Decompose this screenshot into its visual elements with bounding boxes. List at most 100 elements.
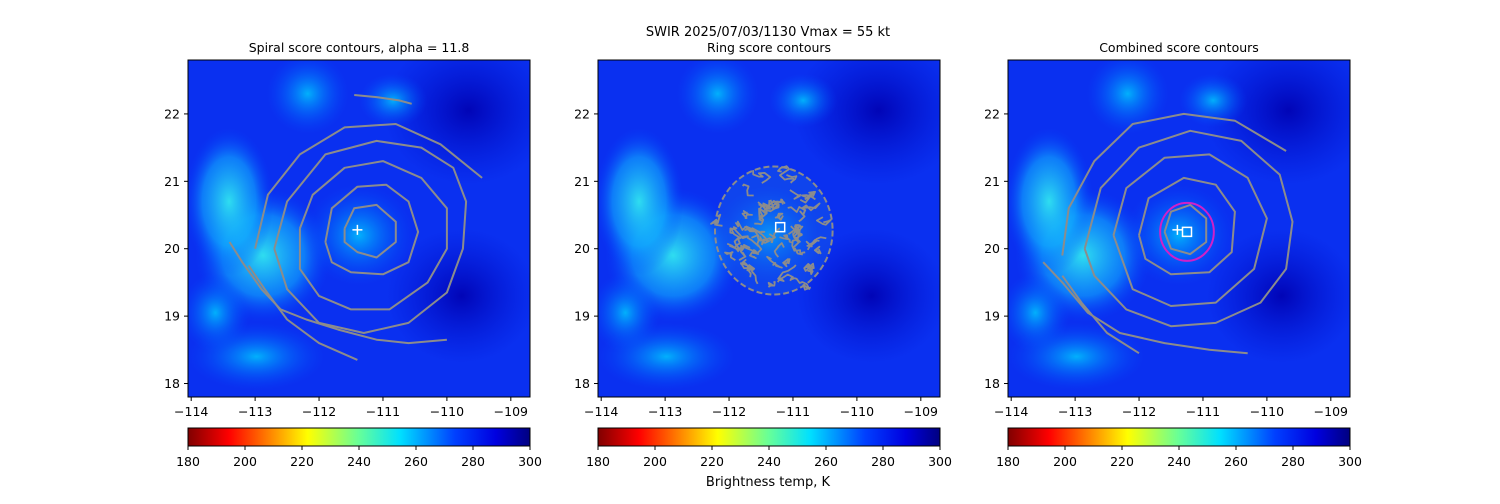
contour-line — [807, 262, 815, 275]
contour-line — [741, 210, 753, 219]
x-tick-label: −112 — [712, 404, 746, 419]
contour-line — [805, 240, 814, 251]
y-tick-label: 21 — [574, 174, 590, 189]
y-tick-label: 21 — [164, 174, 180, 189]
y-tick-label: 18 — [164, 376, 180, 391]
center-square-marker — [1181, 226, 1193, 238]
contour-line — [343, 203, 397, 259]
x-tick-label: −113 — [648, 404, 682, 419]
contour-line — [713, 165, 834, 296]
x-tick-label: −113 — [238, 404, 272, 419]
y-tick-label: 21 — [984, 174, 1000, 189]
colorbar-tick-label: 260 — [404, 454, 428, 469]
contour-line — [1083, 129, 1294, 328]
contour-line — [1061, 112, 1287, 256]
y-tick-label: 19 — [164, 309, 180, 324]
axes-frame — [597, 59, 941, 398]
contour-line — [813, 245, 822, 255]
overlays — [228, 94, 483, 361]
axes-frame — [1007, 59, 1351, 398]
suptitle: SWIR 2025/07/03/1130 Vmax = 55 kt — [646, 25, 890, 40]
x-tick-label: −111 — [1186, 404, 1220, 419]
colorbar: 180 200 220 240 260 280 300 — [586, 427, 952, 469]
contour-line — [1042, 261, 1248, 355]
overlays — [1042, 112, 1294, 355]
y-tick-label: 20 — [164, 241, 180, 256]
panel-combined: Combined score contours −114 −113 −112 −111 −… — [984, 40, 1362, 469]
panel-title: Combined score contours — [1099, 40, 1259, 55]
x-tick-label: −109 — [1314, 404, 1348, 419]
contour-line — [710, 213, 723, 227]
satellite-image — [598, 60, 940, 397]
x-tick-label: −112 — [1122, 404, 1156, 419]
x-tick-label: −113 — [1058, 404, 1092, 419]
contour-line — [789, 189, 802, 200]
y-tick-label: 19 — [984, 309, 1000, 324]
contour-line — [734, 229, 760, 247]
contour-line — [1061, 275, 1140, 355]
center-cross-marker — [1172, 224, 1183, 235]
contour-line — [790, 277, 812, 291]
colorbar-tick-label: 220 — [1110, 454, 1134, 469]
contour-line — [757, 201, 767, 215]
contour-line — [228, 241, 447, 345]
contour-line — [773, 242, 785, 258]
x-tick-label: −112 — [302, 404, 336, 419]
contour-line — [738, 244, 751, 261]
y-tick-label: 20 — [984, 241, 1000, 256]
overlays — [710, 165, 834, 296]
contour-line — [1138, 176, 1236, 276]
contour-line — [779, 234, 793, 244]
x-tick-label: −109 — [904, 404, 938, 419]
y-tick-label: 22 — [164, 106, 180, 121]
y-tick-label: 22 — [574, 106, 590, 121]
satellite-image — [188, 60, 530, 397]
contour-line — [354, 94, 412, 105]
y-tick-label: 20 — [574, 241, 590, 256]
contour-line — [810, 236, 827, 247]
colorbar-tick-label: 200 — [1053, 454, 1077, 469]
panel-ring: Ring score contours −114 −113 −112 −111 −110 −… — [574, 40, 952, 469]
panel-title: Spiral score contours, alpha = 11.8 — [249, 40, 470, 55]
colorbar-tick-label: 300 — [1338, 454, 1362, 469]
y-tick-label: 18 — [984, 376, 1000, 391]
contour-line — [787, 224, 802, 239]
contour-line — [816, 216, 832, 226]
colorbar-tick-label: 240 — [1167, 454, 1191, 469]
contour-line — [786, 174, 798, 184]
center-square-marker — [774, 221, 786, 233]
contour-line — [791, 239, 803, 256]
contour-line — [777, 165, 795, 181]
x-tick-label: −109 — [494, 404, 528, 419]
contour-line — [247, 265, 358, 361]
x-tick-label: −111 — [776, 404, 810, 419]
colorbar-tick-label: 200 — [643, 454, 667, 469]
colorbar-tick-label: 280 — [461, 454, 485, 469]
contour-line — [758, 236, 770, 246]
contour-line — [254, 123, 483, 249]
x-tick-label: −114 — [584, 404, 618, 419]
colorbar-tick-label: 180 — [586, 454, 610, 469]
x-tick-label: −110 — [1250, 404, 1284, 419]
colorbar-tick-label: 280 — [871, 454, 895, 469]
colorbar: 180 200 220 240 260 280 300 — [176, 427, 542, 469]
colorbar-tick-label: 220 — [700, 454, 724, 469]
colorbar-tick-label: 180 — [176, 454, 200, 469]
contour-line — [734, 220, 755, 232]
panel-spiral: Spiral score contours, alpha = 11.8 −114 −… — [164, 40, 542, 469]
axes-frame — [187, 59, 531, 398]
colorbar-tick-label: 240 — [757, 454, 781, 469]
contour-line — [742, 183, 754, 197]
x-tick-label: −114 — [174, 404, 208, 419]
contour-line — [774, 212, 784, 221]
contour-line — [776, 273, 794, 283]
colorbar-tick-label: 200 — [233, 454, 257, 469]
contour-line — [749, 248, 760, 259]
contour-line — [767, 281, 776, 288]
center-cross-marker — [352, 224, 363, 235]
contour-line — [324, 183, 420, 276]
contour-line — [752, 170, 772, 184]
colorbar-label: Brightness temp, K — [706, 475, 831, 490]
ring-circle — [1159, 201, 1215, 262]
